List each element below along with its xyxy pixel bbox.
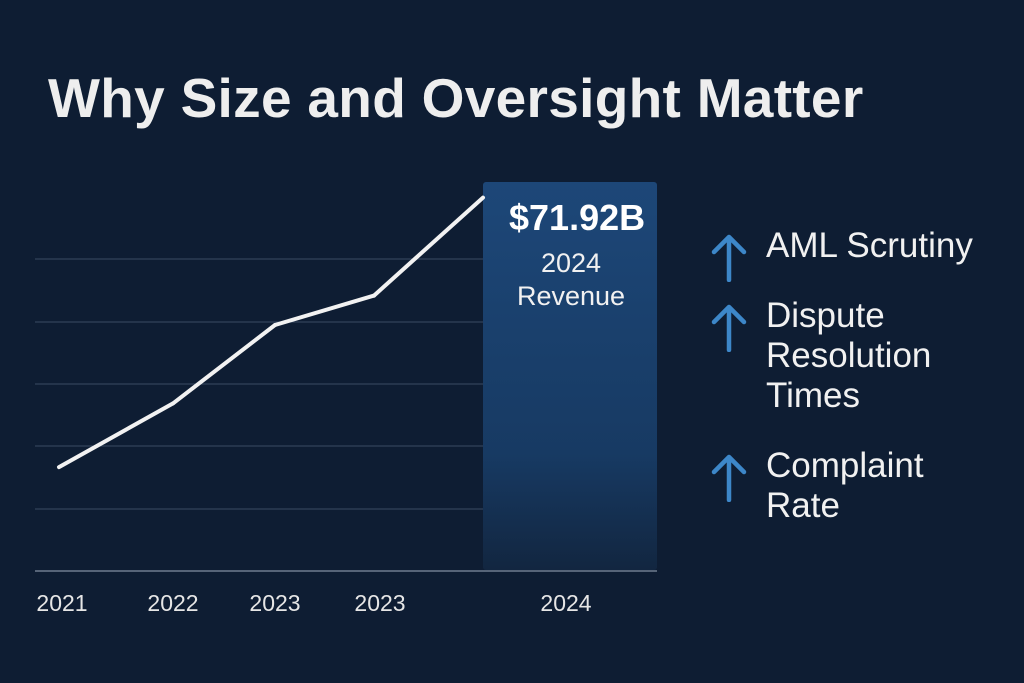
up-arrow-icon [711,304,747,352]
highlight-bar-2024 [483,182,657,570]
bullet-label: Dispute Resolution Times [766,296,932,415]
bullet-label: Complaint Rate [766,446,924,525]
list-item: Complaint Rate [706,446,1016,526]
highlight-caption: Revenue [516,281,626,312]
x-tick-label: 2021 [36,590,87,616]
series-line-segment [372,195,485,298]
x-tick-label: 2024 [540,590,591,616]
up-arrow-icon [711,234,747,282]
up-arrow-icon [711,454,747,502]
series-line-segment [57,401,175,470]
list-item: Dispute Resolution Times [706,296,1016,416]
highlight-callout: $71.92B 2024 Revenue [509,197,646,312]
series-line-segment [273,293,376,327]
highlight-value: $71.92B [509,197,646,238]
x-tick-label: 2023 [249,590,300,616]
x-tick-label: 2022 [147,590,198,616]
bullet-label: AML Scrutiny [766,226,973,265]
x-tick-label: 2023 [354,590,405,616]
highlight-year: 2024 [540,248,602,278]
list-item: AML Scrutiny [706,226,1016,282]
page-title: Why Size and Oversight Matter [48,67,864,129]
risk-indicator-list: AML Scrutiny Dispute Resolution Times Co… [706,226,1016,556]
series-line-segment [171,323,277,406]
